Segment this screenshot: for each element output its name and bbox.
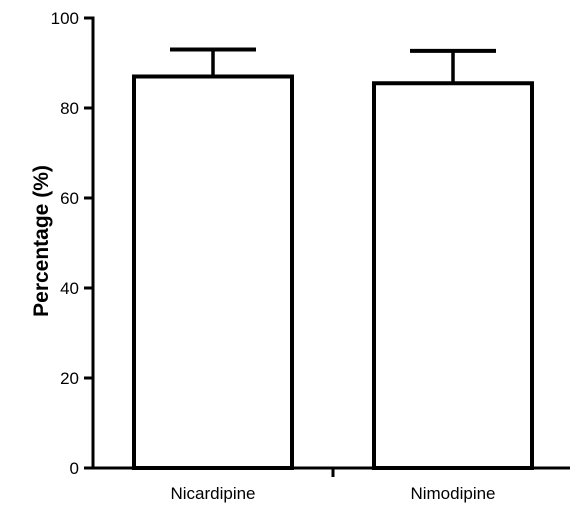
y-tick-label: 60 (60, 189, 79, 208)
y-tick-label: 100 (51, 9, 79, 28)
y-tick-label: 20 (60, 369, 79, 388)
bar (372, 81, 534, 470)
y-tick-label: 80 (60, 99, 79, 118)
y-tick-label: 40 (60, 279, 79, 298)
bars (132, 47, 534, 470)
bar (132, 74, 294, 470)
x-category-label: Nimodipine (410, 484, 495, 503)
x-category-label: Nicardipine (170, 484, 255, 503)
y-tick-label: 0 (70, 459, 79, 478)
y-axis-label: Percentage (%) (30, 165, 53, 317)
